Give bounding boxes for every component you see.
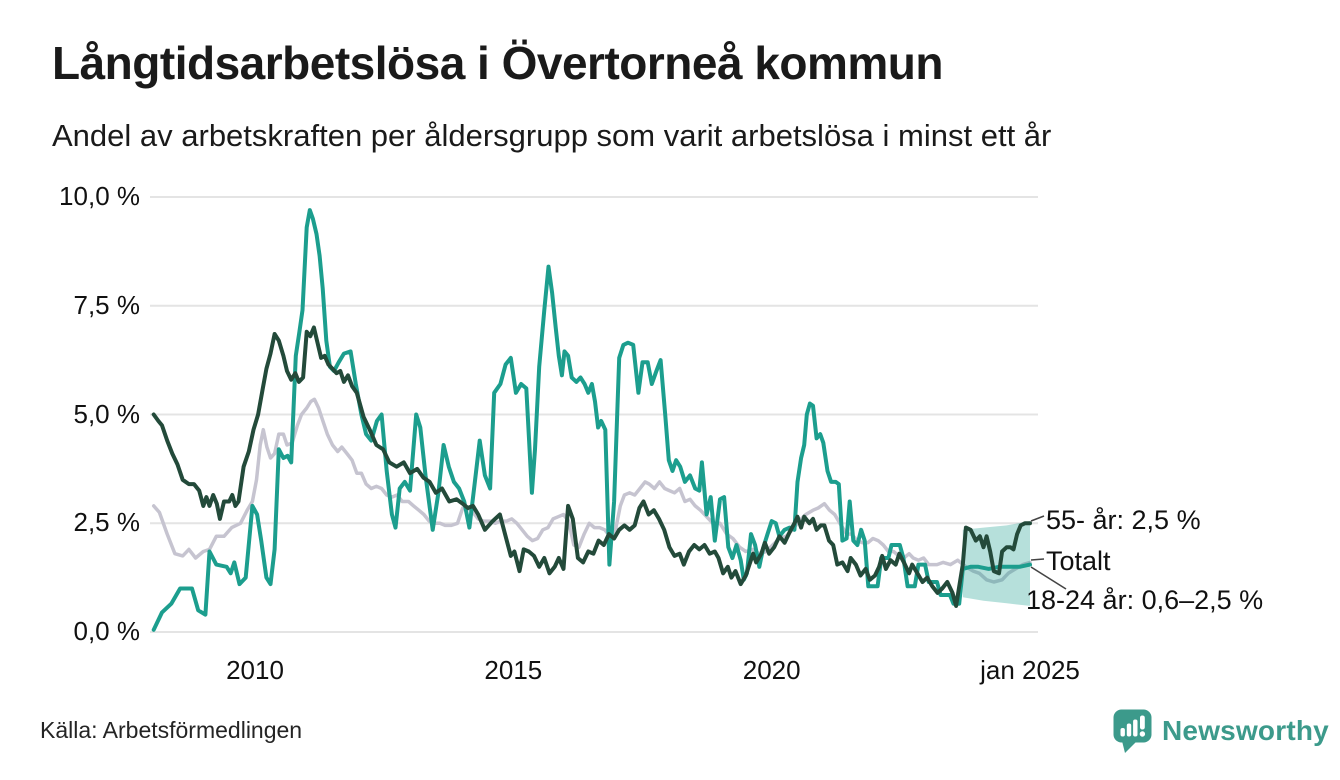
y-tick-label: 10,0 % <box>59 181 140 211</box>
annotation-18-24-year: 18-24 år: 0,6–2,5 % <box>1026 585 1264 615</box>
x-tick-label: 2010 <box>226 655 284 685</box>
y-tick-label: 7,5 % <box>73 289 141 320</box>
newsworthy-logo: Newsworthy <box>1112 708 1329 754</box>
leader-55-year <box>1030 515 1045 522</box>
page-title: Långtidsarbetslösa i Övertorneå kommun <box>52 37 944 89</box>
leader-18-24-year <box>1030 566 1067 590</box>
x-tick-label: 2015 <box>484 655 543 685</box>
x-tick-label: jan 2025 <box>980 655 1080 685</box>
source-caption: Källa: Arbetsförmedlingen <box>40 717 303 743</box>
series-line-age1824 <box>151 208 1032 632</box>
y-tick-label: 2,5 % <box>73 507 141 538</box>
leader-total <box>1030 558 1045 561</box>
logo-wordmark: Newsworthy <box>1162 715 1329 746</box>
series-line-age55 <box>151 325 1032 608</box>
y-tick-label: 5,0 % <box>73 398 141 429</box>
page-subtitle: Andel av arbetskraften per åldersgrupp s… <box>52 118 1052 153</box>
annotation-total: Totalt <box>1046 546 1111 576</box>
y-tick-label: 0,0 % <box>73 616 141 646</box>
series-line-totalt <box>151 397 1032 584</box>
x-tick-label: 2020 <box>742 655 801 685</box>
annotation-55-year: 55- år: 2,5 % <box>1046 505 1201 535</box>
newsworthy-pin-icon <box>1113 709 1152 753</box>
